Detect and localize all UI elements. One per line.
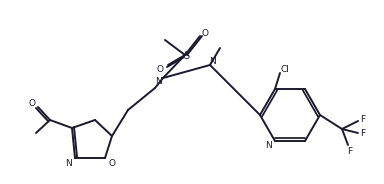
- Text: F: F: [348, 146, 353, 155]
- Text: F: F: [361, 116, 366, 125]
- Text: N: N: [265, 141, 271, 151]
- Text: N: N: [155, 77, 161, 86]
- Text: N: N: [210, 57, 216, 66]
- Text: S: S: [183, 51, 189, 61]
- Text: O: O: [202, 29, 209, 38]
- Text: N: N: [65, 158, 71, 167]
- Text: F: F: [361, 130, 366, 139]
- Text: Cl: Cl: [281, 65, 290, 74]
- Text: O: O: [157, 66, 164, 75]
- Text: O: O: [109, 158, 116, 167]
- Text: O: O: [28, 100, 35, 109]
